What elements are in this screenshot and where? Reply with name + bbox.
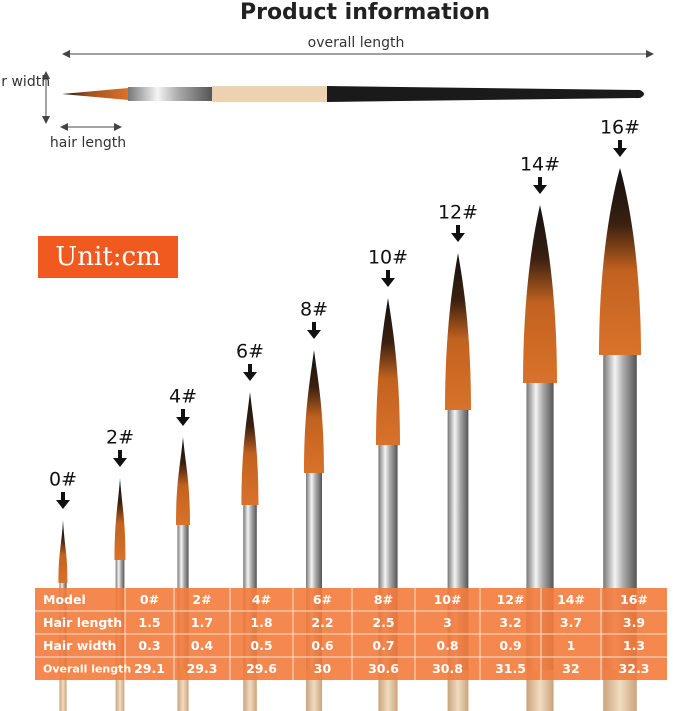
brush-label: 12# bbox=[438, 202, 478, 224]
table-cell: 6# bbox=[313, 592, 332, 607]
table-cell: 3 bbox=[443, 615, 452, 630]
hair bbox=[445, 253, 471, 410]
arrow bbox=[533, 177, 547, 194]
arrow bbox=[613, 140, 627, 157]
table-cell: 0.8 bbox=[436, 638, 458, 653]
table-cell: 1 bbox=[567, 638, 576, 653]
table-cell: 31.5 bbox=[495, 661, 526, 676]
hair bbox=[241, 392, 259, 505]
table-cell: 30 bbox=[314, 661, 332, 676]
table-cell: 29.1 bbox=[134, 661, 165, 676]
table-cell: 32.3 bbox=[619, 661, 650, 676]
hair bbox=[376, 298, 400, 445]
table-cell: 2.2 bbox=[311, 615, 333, 630]
brush-label: 8# bbox=[300, 299, 328, 321]
brush-label: 2# bbox=[106, 427, 134, 449]
handle bbox=[59, 670, 67, 711]
arrow bbox=[307, 322, 321, 339]
hair bbox=[176, 437, 190, 525]
hair bbox=[304, 350, 324, 473]
brush-label: 4# bbox=[169, 386, 197, 408]
table-cell: 32 bbox=[562, 661, 579, 676]
table-cell: 2# bbox=[192, 592, 211, 607]
unit-label: Unit:cm bbox=[55, 242, 160, 272]
table-cell: 8# bbox=[374, 592, 393, 607]
table-cell: 0.5 bbox=[250, 638, 272, 653]
brush-label: 16# bbox=[600, 117, 640, 139]
handle bbox=[243, 670, 257, 711]
table-cell: 29.6 bbox=[246, 661, 277, 676]
table-cell: 1.8 bbox=[250, 615, 272, 630]
table-cell: 0.3 bbox=[138, 638, 160, 653]
table-cell: 0# bbox=[140, 592, 159, 607]
brush-label: 6# bbox=[236, 341, 264, 363]
table-cell: 1.3 bbox=[623, 638, 645, 653]
table-cell: 12# bbox=[497, 592, 525, 607]
hair bbox=[114, 478, 126, 560]
table-cell: 29.3 bbox=[187, 661, 218, 676]
arrow bbox=[243, 364, 257, 381]
brush-label: 10# bbox=[368, 247, 408, 269]
handle bbox=[447, 670, 469, 711]
table-cell: Overall length bbox=[43, 663, 131, 676]
unit-badge bbox=[38, 236, 178, 278]
table-cell: 10# bbox=[434, 592, 462, 607]
handle bbox=[378, 670, 398, 711]
table-cell: 1.7 bbox=[191, 615, 213, 630]
hair bbox=[523, 205, 557, 383]
arrow bbox=[113, 450, 127, 467]
hair bbox=[58, 520, 68, 583]
table-cell: 30.8 bbox=[432, 661, 463, 676]
table-cell: 0.7 bbox=[372, 638, 394, 653]
table-cell: 3.2 bbox=[499, 615, 521, 630]
table-cell: 16# bbox=[620, 592, 648, 607]
table-cell: 3.9 bbox=[623, 615, 645, 630]
table-cell: 0.4 bbox=[191, 638, 213, 653]
table-cell: 0.6 bbox=[311, 638, 333, 653]
hair-width-label: hair width bbox=[0, 74, 50, 90]
arrow bbox=[56, 492, 70, 509]
handle bbox=[306, 670, 322, 711]
table-cell: Hair width bbox=[43, 638, 116, 653]
table-cell: 0.9 bbox=[499, 638, 521, 653]
arrow bbox=[381, 270, 395, 287]
top-hair bbox=[62, 88, 128, 100]
hair-length-label: hair length bbox=[50, 135, 126, 151]
arrow bbox=[176, 409, 190, 426]
table-cell: 2.5 bbox=[372, 615, 394, 630]
brush-label: 14# bbox=[520, 154, 560, 176]
table-cell: 1.5 bbox=[138, 615, 160, 630]
top-ferrule bbox=[128, 87, 212, 101]
table-cell: 4# bbox=[252, 592, 271, 607]
table-cell: 30.6 bbox=[368, 661, 399, 676]
top-handle-black bbox=[327, 86, 644, 102]
table-cell: Hair length bbox=[43, 615, 122, 630]
spec-table: Model 0# 2# 4# 6# 8# 10# 12# 14# 16# Hair length 1.… bbox=[35, 588, 667, 680]
title: Product information bbox=[240, 0, 490, 25]
handle bbox=[177, 670, 189, 711]
top-handle-wood bbox=[212, 86, 327, 102]
handle bbox=[115, 670, 125, 711]
hair bbox=[599, 168, 641, 355]
table-cell: 14# bbox=[557, 592, 585, 607]
table-cell: Model bbox=[43, 592, 86, 607]
arrow bbox=[451, 225, 465, 242]
table-cell: 3.7 bbox=[560, 615, 582, 630]
overall-length-label: overall length bbox=[308, 35, 405, 51]
brush-label: 0# bbox=[49, 469, 77, 491]
